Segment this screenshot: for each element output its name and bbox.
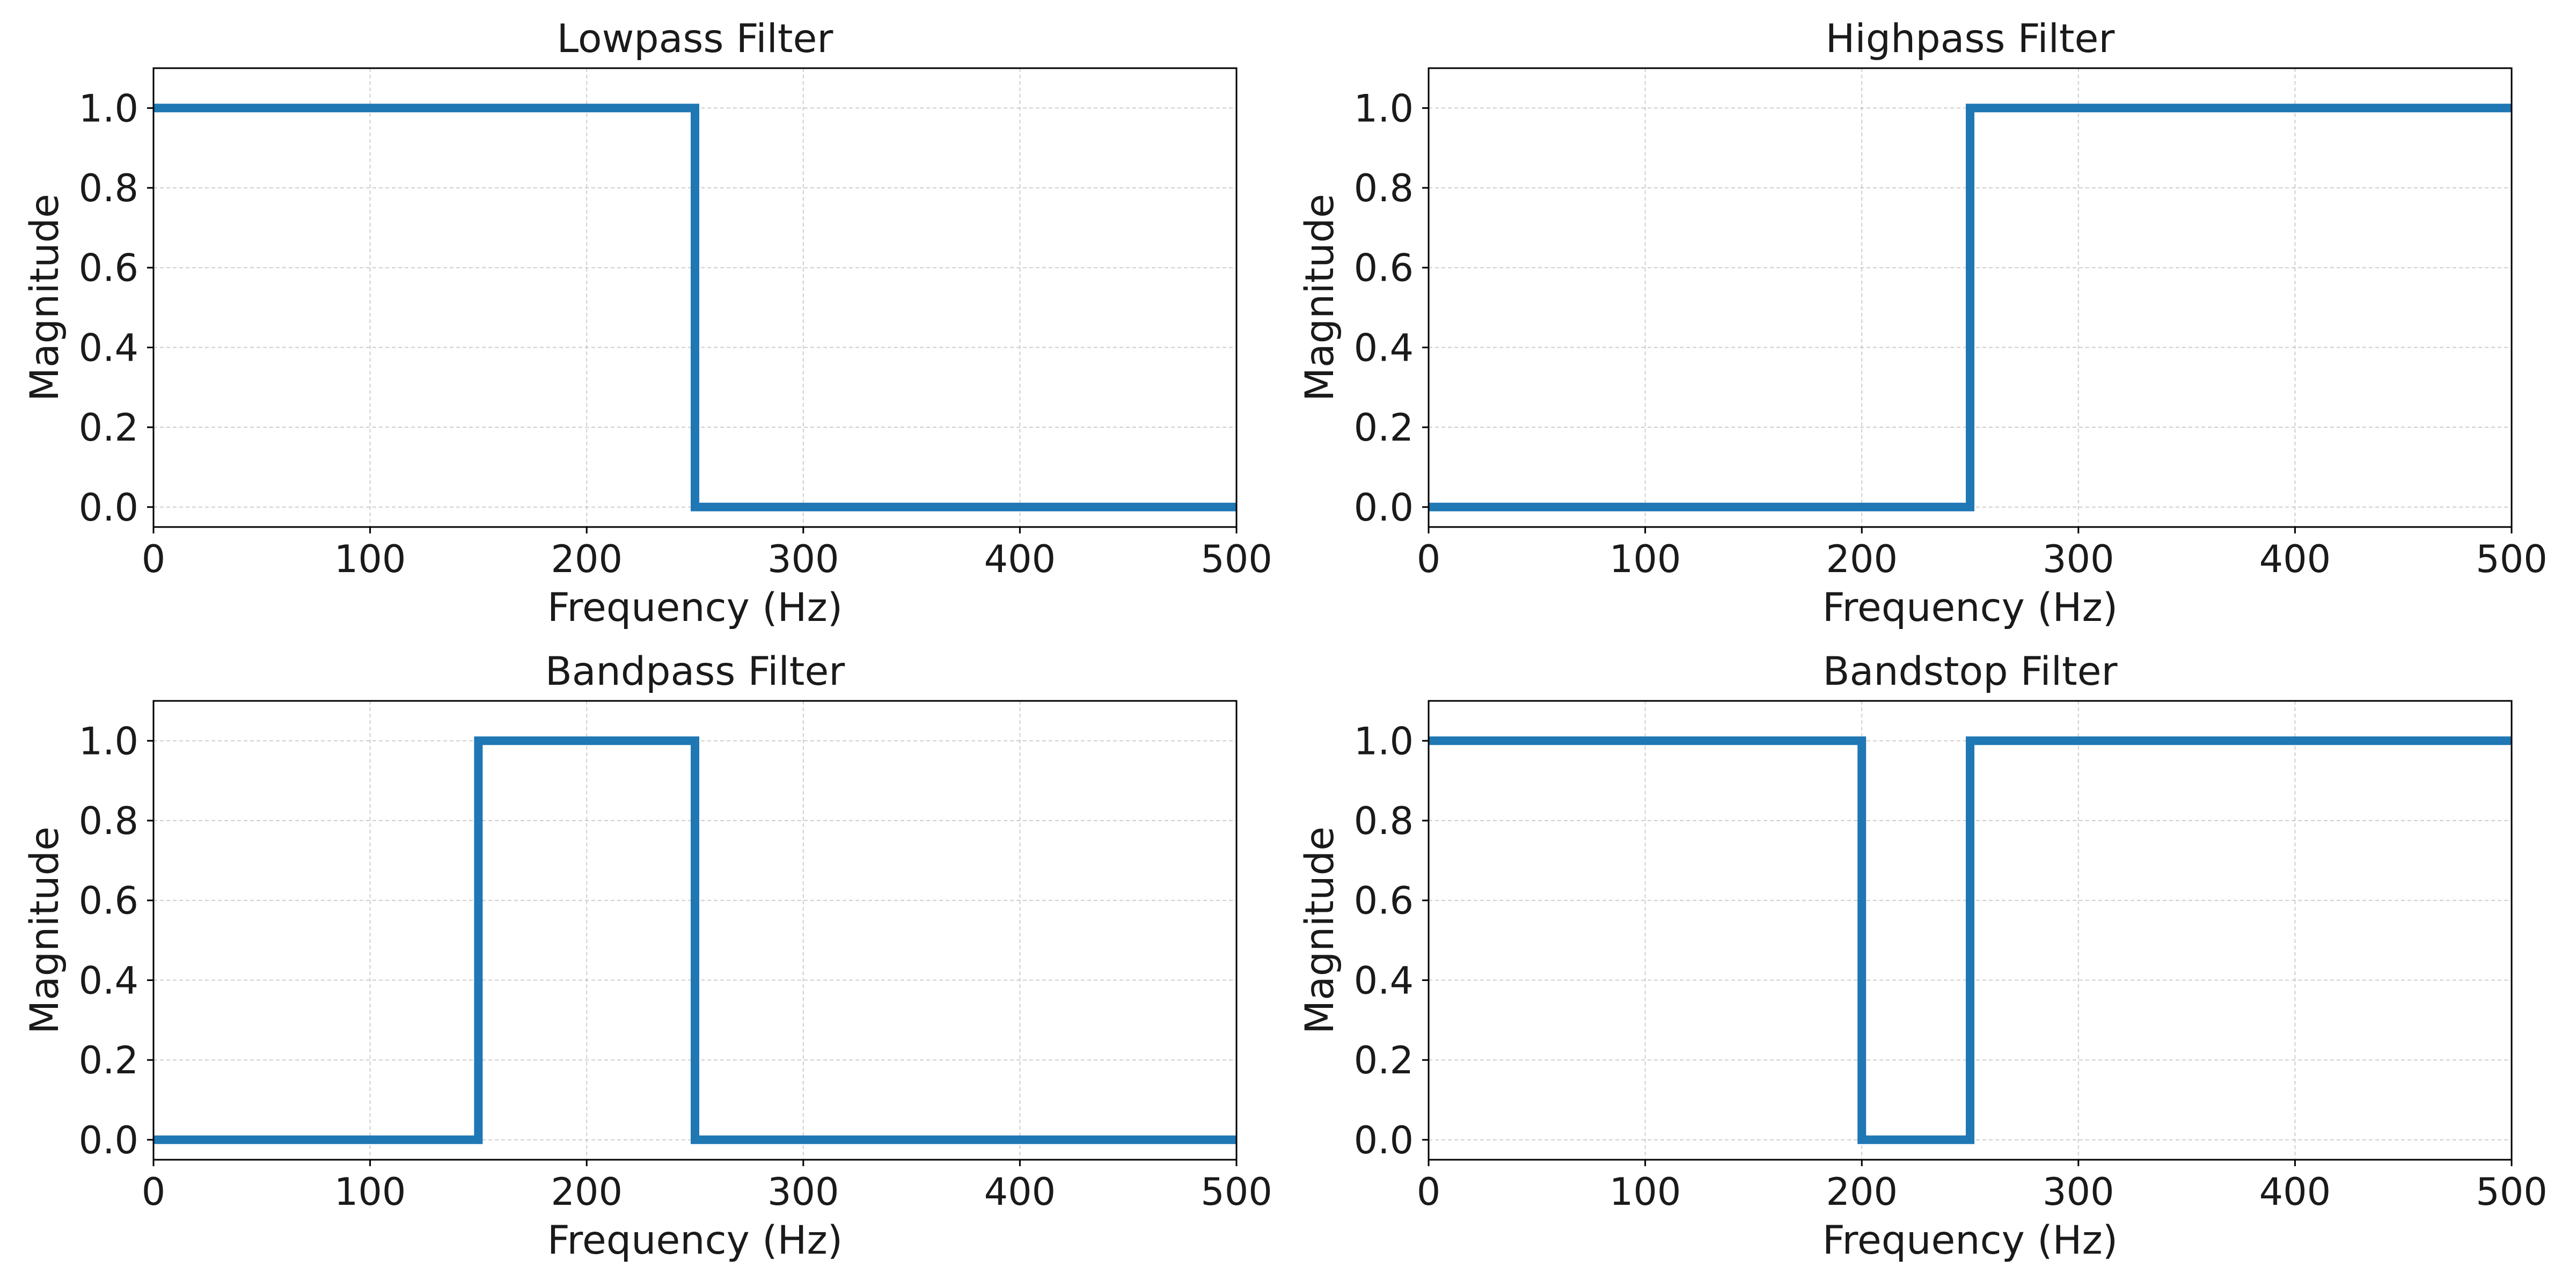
- y-tick-label: 1.0: [79, 719, 138, 763]
- x-tick-label: 0: [1417, 537, 1441, 581]
- bandpass-panel: 0 100 200 300 400 500 0.0 0.2 0.4 0.6 0.8 1.0 Bandpa…: [22, 649, 1272, 1263]
- x-tick-label: 400: [984, 1170, 1056, 1214]
- y-tick-label: 0.6: [1354, 246, 1414, 290]
- bandpass-ylabel: Magnitude: [22, 826, 68, 1034]
- y-tick-label: 0.4: [79, 958, 138, 1002]
- x-tick-label: 200: [1826, 1170, 1898, 1214]
- x-tick-label: 200: [551, 1170, 623, 1214]
- y-tick-label: 0.6: [79, 879, 138, 923]
- bandpass-xlabel: Frequency (Hz): [547, 1218, 843, 1263]
- x-tick-label: 400: [2259, 1170, 2331, 1214]
- bandstop-xlabel: Frequency (Hz): [1823, 1218, 2118, 1263]
- lowpass-ylabel: Magnitude: [22, 194, 68, 401]
- lowpass-xlabel: Frequency (Hz): [547, 585, 843, 631]
- x-tick-label: 100: [334, 1170, 406, 1214]
- x-tick-label: 300: [2043, 1170, 2114, 1214]
- y-tick-label: 0.8: [79, 799, 138, 843]
- y-tick-label: 0.4: [1354, 958, 1414, 1002]
- bandstop-response-line: [1429, 736, 2512, 1144]
- y-tick-label: 0.2: [79, 406, 138, 450]
- highpass-response-line: [1429, 104, 2512, 511]
- bandstop-axes-frame: [1428, 700, 2513, 1161]
- y-tick-label: 1.0: [79, 86, 138, 130]
- x-tick-label: 100: [1609, 1170, 1681, 1214]
- highpass-title: Highpass Filter: [1826, 16, 2116, 62]
- y-tick-label: 1.0: [1354, 719, 1414, 763]
- bandpass-title: Bandpass Filter: [545, 649, 846, 694]
- y-tick-label: 0.0: [79, 1118, 138, 1162]
- x-tick-label: 0: [142, 537, 166, 581]
- x-tick-label: 300: [2043, 537, 2114, 581]
- y-tick-label: 0.4: [1354, 326, 1414, 370]
- y-tick-label: 0.2: [79, 1038, 138, 1082]
- y-tick-label: 0.0: [79, 486, 138, 530]
- x-tick-label: 400: [984, 537, 1056, 581]
- x-tick-label: 100: [334, 537, 406, 581]
- highpass-axes-frame: [1428, 67, 2513, 528]
- x-tick-label: 0: [1417, 1170, 1441, 1214]
- y-tick-label: 1.0: [1354, 86, 1414, 130]
- bandpass-axes-frame: [152, 700, 1238, 1161]
- bandpass-response-line: [153, 736, 1236, 1144]
- x-tick-label: 500: [2476, 1170, 2548, 1214]
- x-tick-label: 0: [142, 1170, 166, 1214]
- x-tick-label: 500: [1201, 537, 1272, 581]
- y-tick-label: 0.2: [1354, 1038, 1414, 1082]
- highpass-ylabel: Magnitude: [1297, 194, 1343, 401]
- x-tick-label: 300: [767, 537, 839, 581]
- x-tick-label: 500: [2476, 537, 2548, 581]
- x-tick-label: 400: [2259, 537, 2331, 581]
- y-tick-label: 0.6: [1354, 879, 1414, 923]
- lowpass-panel: 0 100 200 300 400 500 0.0 0.2 0.4 0.6 0.8 1.0 Lowpas…: [22, 16, 1272, 631]
- bandstop-title: Bandstop Filter: [1823, 649, 2118, 694]
- y-tick-label: 0.6: [79, 246, 138, 290]
- y-tick-label: 0.0: [1354, 1118, 1414, 1162]
- y-tick-label: 0.4: [79, 326, 138, 370]
- x-tick-label: 100: [1609, 537, 1681, 581]
- bandstop-ylabel: Magnitude: [1297, 826, 1343, 1034]
- highpass-panel: 0 100 200 300 400 500 0.0 0.2 0.4 0.6 0.8 1.0 Highpa…: [1297, 16, 2548, 631]
- highpass-xlabel: Frequency (Hz): [1823, 585, 2118, 631]
- lowpass-response-line: [153, 104, 1236, 511]
- y-tick-label: 0.8: [79, 166, 138, 210]
- y-tick-label: 0.8: [1354, 799, 1414, 843]
- x-tick-label: 200: [551, 537, 623, 581]
- x-tick-label: 300: [767, 1170, 839, 1214]
- y-tick-label: 0.2: [1354, 406, 1414, 450]
- lowpass-axes-frame: [152, 67, 1238, 528]
- bandstop-panel: 0 100 200 300 400 500 0.0 0.2 0.4 0.6 0.8 1.0 Bandst…: [1297, 649, 2548, 1263]
- lowpass-title: Lowpass Filter: [557, 16, 834, 62]
- y-tick-label: 0.0: [1354, 486, 1414, 530]
- x-tick-label: 500: [1201, 1170, 1272, 1214]
- x-tick-label: 200: [1826, 537, 1898, 581]
- y-tick-label: 0.8: [1354, 166, 1414, 210]
